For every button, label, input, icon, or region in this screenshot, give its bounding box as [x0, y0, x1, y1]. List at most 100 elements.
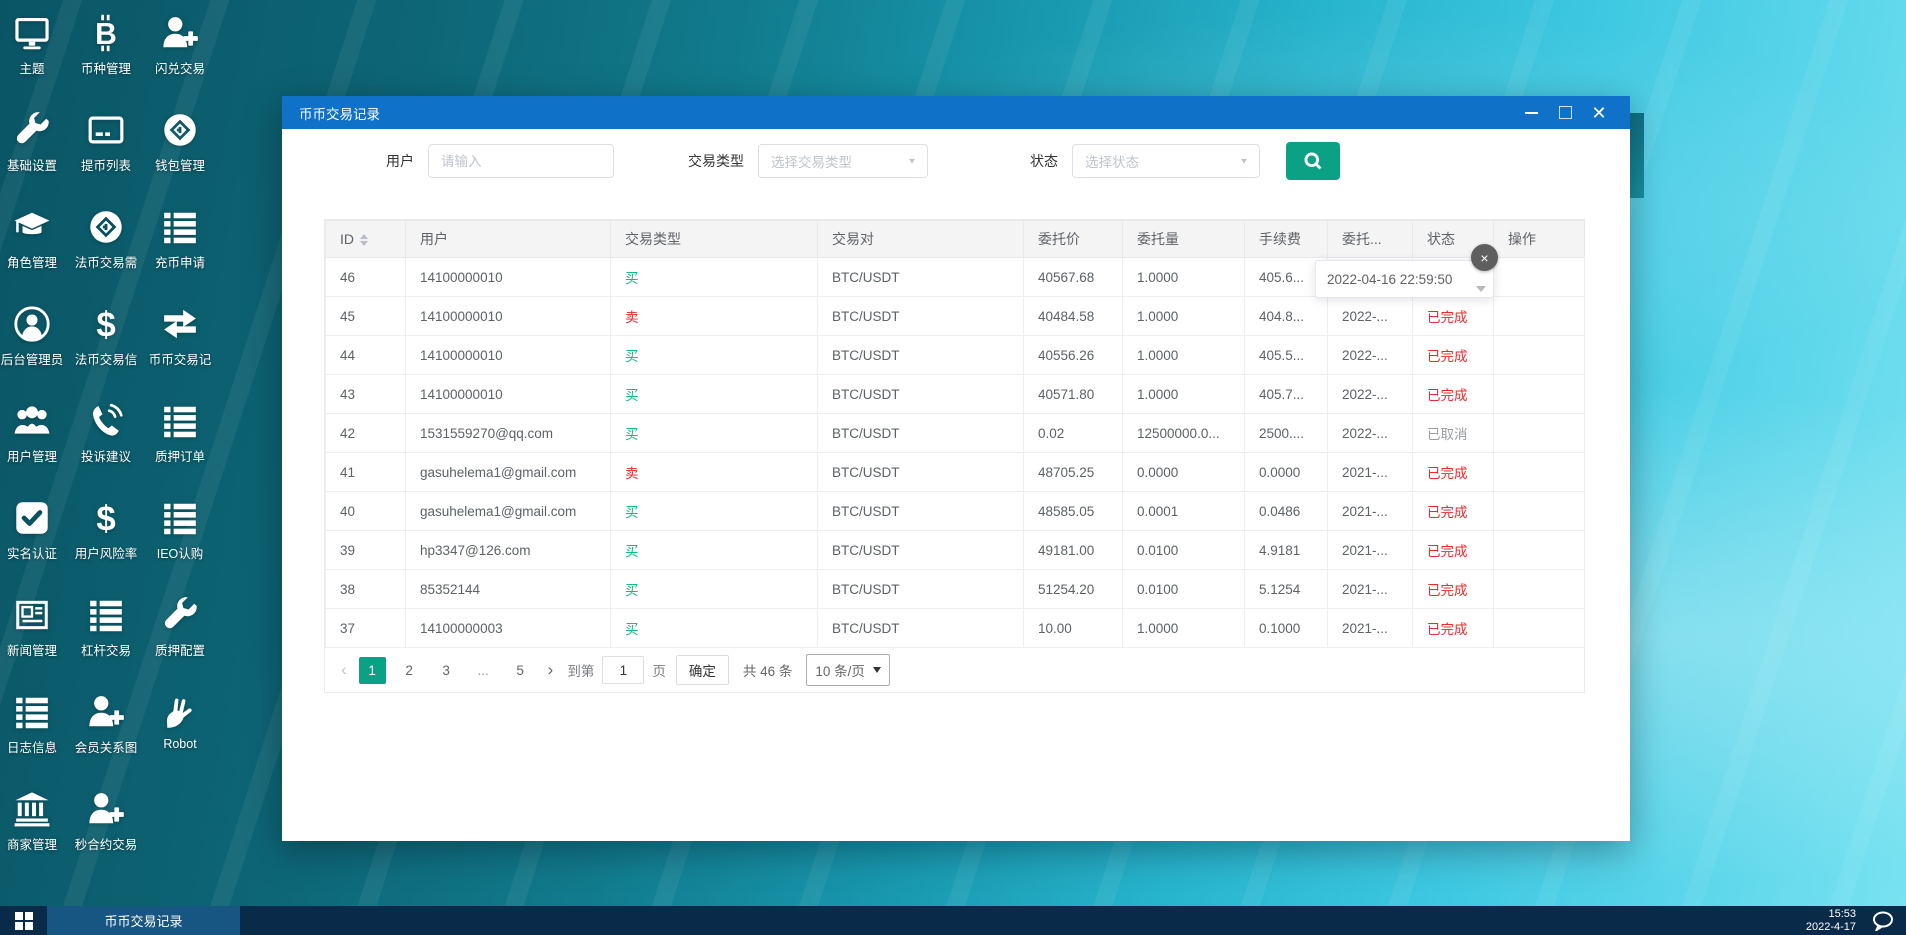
coin-circle-icon: [87, 202, 125, 246]
table-header-row: ID 用户 交易类型 交易对 委托价 委托量 手续费 委托... 状态 操作: [325, 220, 1585, 258]
desktop-icon-角色管理[interactable]: 角色管理: [0, 202, 69, 299]
user-filter-label: 用户: [386, 153, 414, 169]
table-row[interactable]: 37 14100000003 买 BTC/USDT 10.00 1.0000 0.1000 2…: [325, 608, 1585, 648]
column-header[interactable]: ID: [325, 220, 406, 258]
page-button-5[interactable]: 5: [516, 662, 524, 678]
desktop-icon-实名认证[interactable]: 实名认证: [0, 493, 69, 590]
close-icon: ✕: [1591, 102, 1607, 123]
page-button-2[interactable]: 2: [405, 662, 413, 678]
cell-pair: BTC/USDT: [817, 296, 1024, 336]
taskbar-item-coin-trade-records[interactable]: 币币交易记录: [47, 906, 240, 935]
table-row[interactable]: 38 85352144 买 BTC/USDT 51254.20 0.0100 5.1254 2…: [325, 569, 1585, 609]
desktop-icon-主题[interactable]: 主题: [0, 8, 69, 105]
desktop-icon-label: 用户风险率: [74, 547, 138, 561]
table-row[interactable]: 40 gasuhelema1@gmail.com 买 BTC/USDT 48585.05…: [325, 491, 1585, 531]
desktop-icon-提币列表[interactable]: 提币列表: [69, 105, 143, 202]
desktop-icon-商家管理[interactable]: 商家管理: [0, 784, 69, 881]
desktop-icon-充币申请[interactable]: 充币申请: [143, 202, 217, 299]
desktop-icon-日志信息[interactable]: 日志信息: [0, 687, 69, 784]
next-page-button[interactable]: ›: [547, 660, 554, 679]
desktop-icon-钱包管理[interactable]: 钱包管理: [143, 105, 217, 202]
desktop-icon-投诉建议[interactable]: 投诉建议: [69, 396, 143, 493]
minimize-button[interactable]: [1514, 96, 1548, 129]
cell-type: 买: [610, 257, 818, 297]
search-button[interactable]: [1286, 142, 1340, 180]
cell-action: [1493, 296, 1585, 336]
desktop-icon-质押订单[interactable]: 质押订单: [143, 396, 217, 493]
popover-close-button[interactable]: ×: [1471, 244, 1498, 271]
confirm-page-button[interactable]: 确定: [675, 655, 729, 685]
desktop-icon-后台管理员[interactable]: 后台管理员: [0, 299, 69, 396]
cell-amount: 1.0000: [1122, 374, 1245, 414]
desktop-icon-会员关系图[interactable]: 会员关系图: [69, 687, 143, 784]
cell-type: 买: [610, 569, 818, 609]
desktop-icon-新闻管理[interactable]: 新闻管理: [0, 590, 69, 687]
page-button-1[interactable]: 1: [358, 656, 386, 684]
desktop-icon-秒合约交易[interactable]: 秒合约交易: [69, 784, 143, 881]
card-icon: [87, 105, 125, 149]
cell-fee: 405.5...: [1244, 335, 1328, 375]
page-ellipsis: ...: [477, 662, 489, 678]
table-row[interactable]: 43 14100000010 买 BTC/USDT 40571.80 1.0000 405.…: [325, 374, 1585, 414]
chevron-down-icon[interactable]: [1476, 286, 1486, 292]
sort-icon[interactable]: [360, 234, 368, 247]
goto-page-input[interactable]: [602, 656, 645, 684]
desktop-icon-法币交易需[interactable]: 法币交易需: [69, 202, 143, 299]
desktop-icon-label: 基础设置: [6, 159, 57, 173]
desktop-icon-Robot[interactable]: Robot: [143, 687, 217, 784]
maximize-button[interactable]: [1548, 96, 1582, 129]
cell-fee: 2500....: [1244, 413, 1328, 453]
search-icon: [1304, 152, 1322, 170]
prev-page-button[interactable]: ‹: [341, 660, 347, 679]
desktop-icon-闪兑交易[interactable]: 闪兑交易: [143, 8, 217, 105]
desktop-icon-IEO认购[interactable]: IEO认购: [143, 493, 217, 590]
taskbar-clock[interactable]: 15:53 2022-4-17: [1806, 908, 1856, 934]
cell-pair: BTC/USDT: [817, 374, 1024, 414]
desktop-icon-label: 质押配置: [154, 644, 205, 658]
records-table: ID 用户 交易类型 交易对 委托价 委托量 手续费 委托... 状态 操作 46 14100000…: [325, 220, 1585, 648]
desktop-icon-基础设置[interactable]: 基础设置: [0, 105, 69, 202]
desktop-icon-币种管理[interactable]: 币种管理: [69, 8, 143, 105]
desktop-icon-label: 法币交易需: [74, 256, 138, 270]
cell-amount: 1.0000: [1122, 335, 1245, 375]
cell-status: 已完成: [1412, 296, 1494, 336]
start-button[interactable]: [0, 906, 47, 935]
cell-time: 2021-...: [1327, 530, 1413, 570]
window-titlebar[interactable]: 币币交易记录 ✕: [282, 96, 1630, 129]
chevron-down-icon: ▼: [907, 156, 917, 166]
desktop-icon-label: 角色管理: [6, 256, 57, 270]
cell-id: 45: [325, 296, 406, 336]
table-row[interactable]: 41 gasuhelema1@gmail.com 卖 BTC/USDT 48705.25…: [325, 452, 1585, 492]
desktop-icon-杠杆交易[interactable]: 杠杆交易: [69, 590, 143, 687]
cell-type: 买: [610, 530, 818, 570]
per-page-select[interactable]: 10 条/页: [806, 654, 890, 686]
table-row[interactable]: 45 14100000010 卖 BTC/USDT 40484.58 1.0000 404.…: [325, 296, 1585, 336]
cell-fee: 0.0000: [1244, 452, 1328, 492]
cell-time: 2021-...: [1327, 452, 1413, 492]
cell-id: 42: [325, 413, 406, 453]
table-row[interactable]: 46 14100000010 买 BTC/USDT 40567.68 1.0000 405.…: [325, 257, 1585, 297]
desktop-icon-法币交易信[interactable]: 法币交易信: [69, 299, 143, 396]
desktop-icon-质押配置[interactable]: 质押配置: [143, 590, 217, 687]
cell-id: 46: [325, 257, 406, 297]
cell-price: 51254.20: [1023, 569, 1123, 609]
chat-bubble-icon[interactable]: [1870, 911, 1896, 931]
desktop-icon-label: 杠杆交易: [80, 644, 131, 658]
desktop-icon-币币交易记[interactable]: 币币交易记: [143, 299, 217, 396]
close-button[interactable]: ✕: [1582, 96, 1616, 129]
cell-user: 85352144: [405, 569, 611, 609]
taskbar-date: 2022-4-17: [1805, 920, 1856, 933]
table-row[interactable]: 42 1531559270@qq.com 买 BTC/USDT 0.02 12500000…: [325, 413, 1585, 453]
desktop-icon-用户管理[interactable]: 用户管理: [0, 396, 69, 493]
table-row[interactable]: 44 14100000010 买 BTC/USDT 40556.26 1.0000 405.…: [325, 335, 1585, 375]
bank-icon: [13, 784, 51, 828]
user-filter-input[interactable]: [428, 144, 614, 178]
table-row[interactable]: 39 hp3347@126.com 买 BTC/USDT 49181.00 0.0100 4…: [325, 530, 1585, 570]
desktop-icon-label: 提币列表: [80, 159, 131, 173]
desktop-icon-用户风险率[interactable]: 用户风险率: [69, 493, 143, 590]
cell-type: 买: [610, 335, 818, 375]
status-filter-select[interactable]: 选择状态 ▼: [1072, 144, 1260, 178]
page-button-3[interactable]: 3: [442, 662, 450, 678]
type-filter-select[interactable]: 选择交易类型 ▼: [758, 144, 928, 178]
